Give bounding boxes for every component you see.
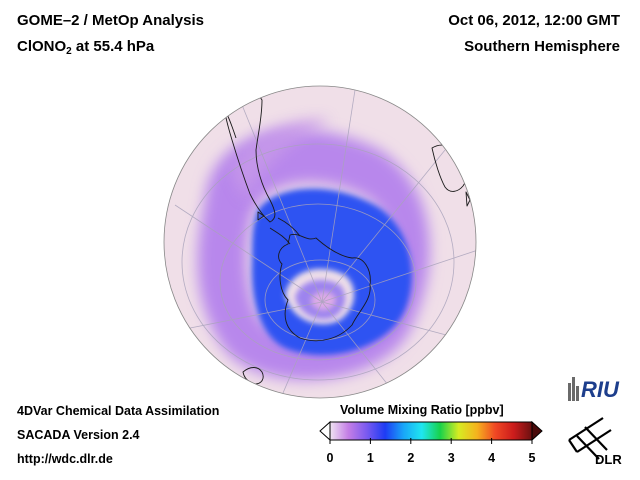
colorbar-tick-label: 3 <box>447 451 455 465</box>
coastline-madagascar <box>465 191 471 207</box>
globe-outline <box>163 85 477 399</box>
region: Southern Hemisphere <box>464 38 620 55</box>
species-subscript: 2 <box>66 46 72 57</box>
riu-logo: RIU <box>568 377 620 402</box>
colorbar-tick-label: 4 <box>488 451 496 465</box>
colorbar-tick-label: 2 <box>407 451 415 465</box>
vortex-tail <box>230 119 330 200</box>
colorbar-tick-label: 5 <box>528 451 536 465</box>
coastline-peninsula <box>269 217 301 245</box>
dlr-emblem <box>568 417 612 460</box>
coastline-tierra-del-fuego <box>257 211 265 221</box>
species-label: ClONO2 at 55.4 hPa <box>17 38 154 57</box>
riu-bar-2 <box>572 377 575 401</box>
colorbar-arrow-left <box>319 420 331 442</box>
riu-bar-1 <box>568 383 571 401</box>
colorbar-tick-label: 1 <box>366 451 374 465</box>
colorbar-title: Volume Mixing Ratio [ppbv] <box>340 403 504 417</box>
footer-url[interactable]: http://wdc.dlr.de <box>17 452 113 466</box>
title: GOME–2 / MetOp Analysis <box>17 12 204 29</box>
coastline-africa-east <box>439 117 461 147</box>
datetime: Oct 06, 2012, 12:00 GMT <box>448 12 620 29</box>
colorbar-tick-label: 0 <box>326 451 334 465</box>
vortex-core <box>310 291 337 311</box>
graticule <box>174 89 476 398</box>
riu-bar-3 <box>576 386 579 401</box>
dlr-logo: DLR <box>568 417 622 467</box>
footer-method: 4DVar Chemical Data Assimilation <box>17 404 220 418</box>
pressure-level: at 55.4 hPa <box>71 38 155 55</box>
vortex-outer-ring <box>197 129 430 380</box>
coastline-south-america <box>223 88 276 223</box>
colorbar <box>319 420 543 444</box>
species-name: ClONO <box>17 38 67 55</box>
footer-version: SACADA Version 2.4 <box>17 428 140 442</box>
riu-logo-text: RIU <box>581 377 620 402</box>
colorbar-gradient <box>329 421 533 441</box>
colorbar-arrow-right <box>531 420 543 442</box>
coastline-antarctica <box>278 233 371 342</box>
dlr-logo-text: DLR <box>595 452 622 467</box>
